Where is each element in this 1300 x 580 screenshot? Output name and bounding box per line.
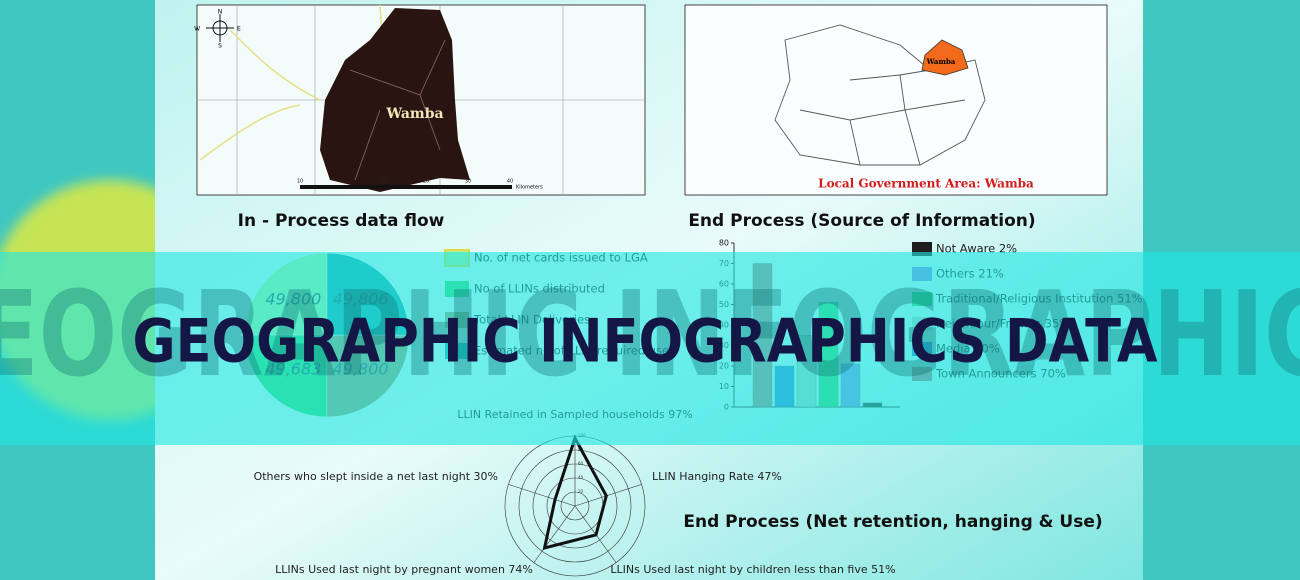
- compass-n: N: [218, 9, 223, 16]
- watermark: GEOGRAPHIC INFOGRAPHICS: [0, 265, 1300, 403]
- bar-title: End Process (Source of Information): [688, 211, 1035, 231]
- radar-axis: [533, 505, 576, 563]
- radar-axis: [508, 484, 576, 507]
- scale-label: 40: [507, 179, 513, 185]
- compass-w: W: [194, 26, 200, 33]
- map-left: N E S W Wamba 10 0 10 20 30 40 Kilometers: [194, 4, 646, 196]
- pie-title: In - Process data flow: [238, 211, 445, 231]
- radar-label: LLINs Used last night by children less t…: [610, 563, 895, 576]
- map-label: Wamba: [385, 106, 443, 122]
- y-tick-label: 80: [719, 239, 729, 248]
- scale-label: 10: [297, 179, 303, 185]
- map-label: Wamba: [926, 57, 956, 66]
- scale-label: 20: [423, 179, 429, 185]
- banner-title: GEOGRAPHIC INFOGRAPHICS DATA: [133, 307, 1158, 377]
- radar-tick-label: 20: [578, 489, 584, 494]
- map-caption: Local Government Area: Wamba: [818, 177, 1034, 191]
- radar-label: LLINs Used last night by pregnant women …: [275, 563, 533, 576]
- scale-unit: Kilometers: [516, 185, 543, 191]
- compass-e: E: [237, 26, 241, 33]
- map-right: Wamba Local Government Area: Wamba: [684, 4, 1108, 196]
- radar-tick-label: 40: [578, 475, 584, 480]
- radar-label: LLIN Hanging Rate 47%: [652, 470, 782, 483]
- scale-label: 30: [465, 179, 471, 185]
- radar-line: [542, 434, 608, 550]
- banner: GEOGRAPHIC INFOGRAPHICS GEOGRAPHIC INFOG…: [0, 252, 1300, 445]
- banner-band: [0, 252, 1300, 445]
- radar-title: End Process (Net retention, hanging & Us…: [683, 512, 1102, 532]
- scale-label: 0: [340, 179, 343, 185]
- radar-tick-label: 60: [578, 461, 584, 466]
- radar-axis: [574, 484, 642, 507]
- scale-label: 10: [381, 179, 387, 185]
- radar-label: Others who slept inside a net last night…: [254, 470, 498, 483]
- compass-s: S: [218, 43, 222, 50]
